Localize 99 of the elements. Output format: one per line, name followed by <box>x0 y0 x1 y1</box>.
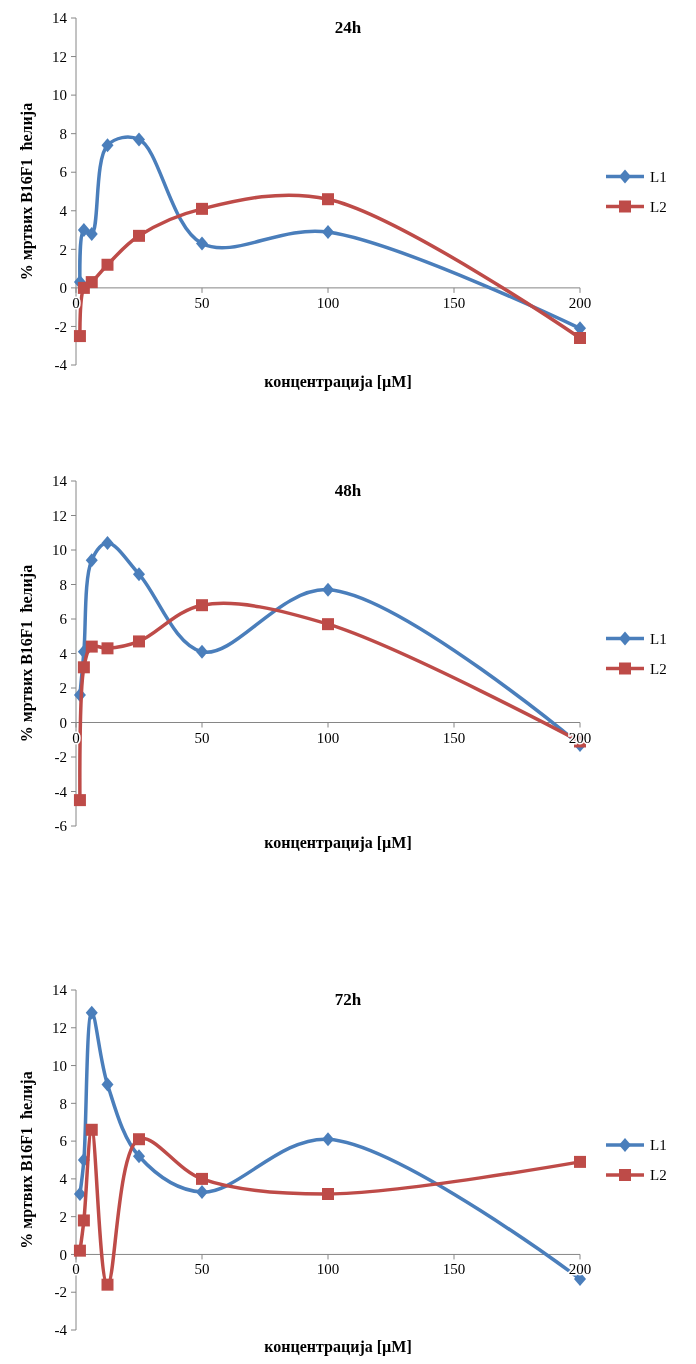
point <box>85 1123 98 1136</box>
point <box>133 229 145 242</box>
chart-title: 48h <box>334 481 362 500</box>
point <box>73 1187 86 1201</box>
point <box>85 553 98 568</box>
point <box>73 330 86 343</box>
point <box>85 226 98 241</box>
x-axis-title: концентрација [µM] <box>264 373 412 391</box>
y-tick-label: 4 <box>59 203 68 220</box>
legend-label: L1 <box>650 168 667 185</box>
point <box>101 642 114 655</box>
x-tick-label: 100 <box>316 729 340 746</box>
point <box>196 202 208 215</box>
point <box>196 236 208 251</box>
y-tick-label: 6 <box>59 611 68 628</box>
x-tick-label: 150 <box>442 1261 466 1278</box>
y-tick-label: -2 <box>54 1284 67 1301</box>
y-tick-label: 4 <box>59 1171 68 1188</box>
y-tick-label: 10 <box>52 1057 67 1074</box>
y-tick-label: 8 <box>59 1095 67 1112</box>
point <box>133 132 145 147</box>
x-tick-label: 50 <box>194 294 210 311</box>
y-tick-label: 6 <box>59 164 68 181</box>
legend-label: L2 <box>650 198 667 215</box>
point <box>322 193 334 206</box>
point <box>196 599 208 612</box>
y-tick-label: 2 <box>59 241 67 258</box>
y-tick-label: 2 <box>59 1208 67 1225</box>
point <box>133 1149 145 1164</box>
point <box>101 258 114 271</box>
y-tick-label: 8 <box>59 125 67 142</box>
y-tick-label: -4 <box>54 357 68 374</box>
x-tick-label: 100 <box>316 294 340 311</box>
point <box>322 224 334 239</box>
y-tick-label: 2 <box>59 680 67 697</box>
y-tick-label: 0 <box>59 714 67 731</box>
y-tick-label: -2 <box>54 749 67 766</box>
x-tick-label: 0 <box>72 729 80 746</box>
x-axis-title: концентрација [µM] <box>264 1338 412 1356</box>
point <box>196 1172 208 1185</box>
x-tick-label: 150 <box>442 729 466 746</box>
y-tick-label: -4 <box>54 783 68 800</box>
legend-label: L1 <box>650 1137 667 1154</box>
point <box>196 1185 208 1200</box>
point <box>322 1132 334 1147</box>
y-tick-label: -2 <box>54 318 67 335</box>
point <box>101 536 114 551</box>
point <box>322 1188 334 1200</box>
point <box>322 582 334 597</box>
y-tick-label: 12 <box>52 507 67 524</box>
y-tick-label: 12 <box>52 1020 67 1037</box>
point <box>101 1077 114 1092</box>
point <box>101 1278 114 1291</box>
y-tick-label: -6 <box>54 818 68 835</box>
point <box>85 276 98 289</box>
point <box>574 332 586 345</box>
point <box>73 1244 86 1257</box>
y-tick-label: 12 <box>52 48 67 65</box>
y-axis-title: % мртвих B16F1 ћелија <box>18 1071 36 1249</box>
point <box>77 1214 90 1227</box>
y-tick-label: 4 <box>59 645 68 662</box>
y-tick-label: 14 <box>52 982 68 999</box>
y-axis-title: % мртвих B16F1 ћелија <box>18 564 36 743</box>
y-tick-label: 14 <box>52 473 68 490</box>
x-tick-label: 200 <box>568 1261 592 1278</box>
point <box>133 1133 145 1146</box>
y-tick-label: 0 <box>59 1246 67 1263</box>
y-tick-label: -4 <box>54 1322 68 1339</box>
point <box>77 661 90 674</box>
chart-title: 24h <box>334 18 362 37</box>
y-axis-title: % мртвих B16F1 ћелија <box>18 102 36 281</box>
point <box>322 618 334 631</box>
chart-title: 72h <box>334 990 362 1009</box>
x-tick-label: 50 <box>194 1261 210 1278</box>
legend-label: L2 <box>650 660 667 677</box>
point <box>133 567 145 582</box>
x-tick-label: 100 <box>316 1261 340 1278</box>
x-tick-label: 150 <box>442 294 466 311</box>
y-tick-label: 10 <box>52 87 67 104</box>
x-tick-label: 0 <box>72 1261 80 1278</box>
point <box>77 223 90 238</box>
legend-label: L1 <box>650 630 667 647</box>
y-tick-label: 0 <box>59 280 67 297</box>
point <box>101 138 114 153</box>
point <box>73 794 86 807</box>
point <box>85 640 98 653</box>
y-tick-label: 10 <box>52 542 67 559</box>
point <box>85 1005 98 1020</box>
x-axis-title: концентрација [µM] <box>264 834 412 852</box>
point <box>133 635 145 648</box>
y-tick-label: 8 <box>59 576 67 593</box>
point <box>574 1155 586 1168</box>
point <box>196 644 208 659</box>
x-tick-label: 0 <box>72 294 80 311</box>
legend-label: L2 <box>650 1167 667 1184</box>
y-tick-label: 6 <box>59 1133 68 1150</box>
x-tick-label: 50 <box>194 729 210 746</box>
x-tick-label: 200 <box>568 294 592 311</box>
y-tick-label: 14 <box>52 10 68 27</box>
